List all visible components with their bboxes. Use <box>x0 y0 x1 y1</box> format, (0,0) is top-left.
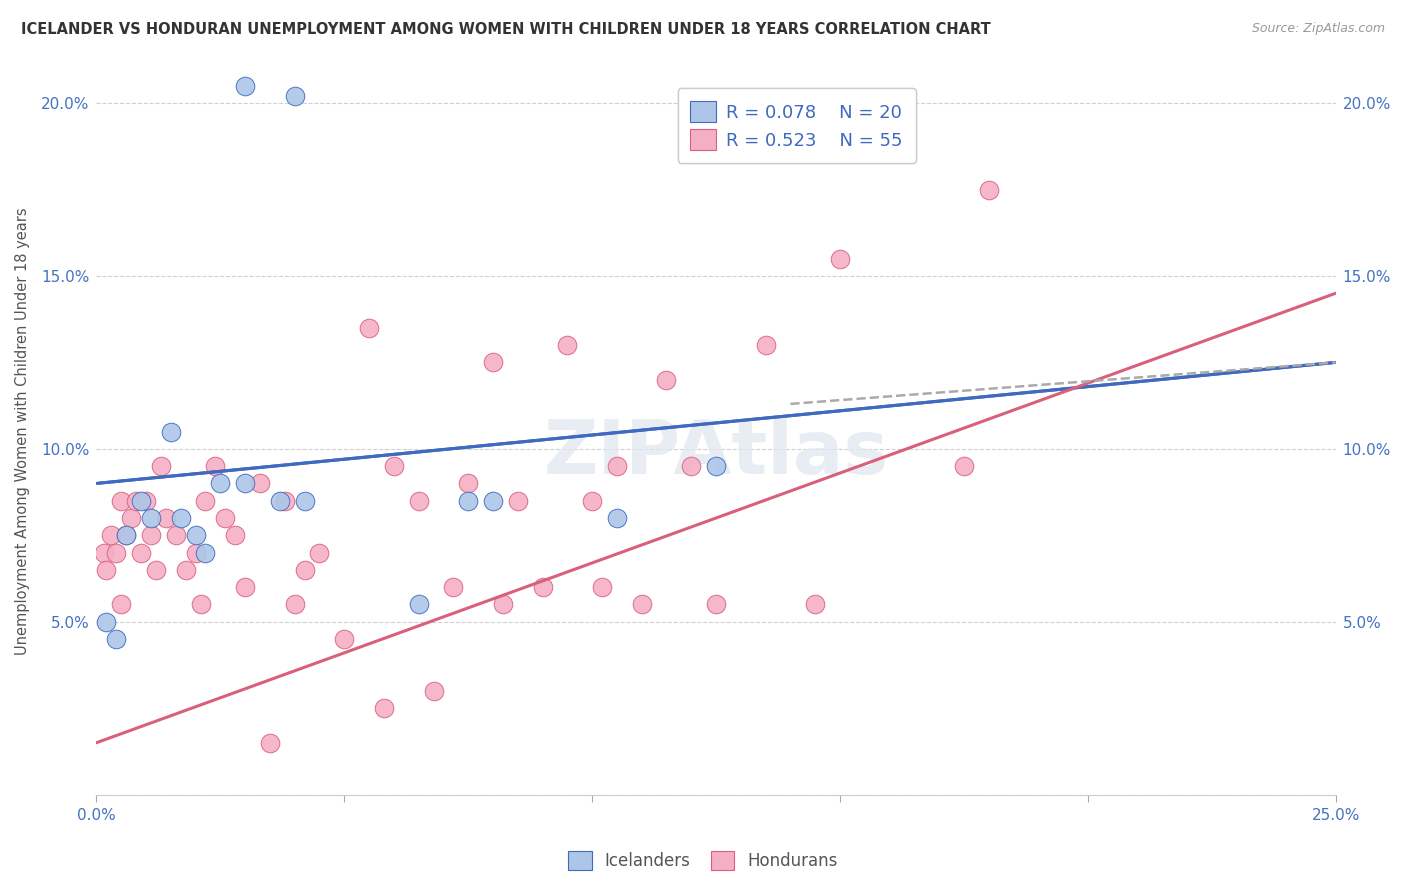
Point <box>531 580 554 594</box>
Point <box>357 321 380 335</box>
Point <box>105 545 128 559</box>
Point <box>408 598 430 612</box>
Legend: Icelanders, Hondurans: Icelanders, Hondurans <box>561 844 845 877</box>
Point <box>209 476 232 491</box>
Point <box>110 598 132 612</box>
Point <box>120 511 142 525</box>
Point <box>828 252 851 266</box>
Point <box>259 736 281 750</box>
Text: ZIPAtlas: ZIPAtlas <box>544 417 889 490</box>
Point <box>159 425 181 439</box>
Point <box>755 338 778 352</box>
Point <box>457 493 479 508</box>
Point <box>284 598 307 612</box>
Point <box>233 78 256 93</box>
Point <box>165 528 187 542</box>
Point <box>135 493 157 508</box>
Point <box>655 373 678 387</box>
Point <box>224 528 246 542</box>
Point <box>145 563 167 577</box>
Point <box>294 493 316 508</box>
Point <box>110 493 132 508</box>
Point <box>373 701 395 715</box>
Point <box>408 493 430 508</box>
Point <box>482 355 505 369</box>
Point <box>681 459 703 474</box>
Point <box>557 338 579 352</box>
Point <box>100 528 122 542</box>
Point <box>194 545 217 559</box>
Point <box>170 511 193 525</box>
Point <box>284 89 307 103</box>
Point <box>606 459 628 474</box>
Point <box>139 528 162 542</box>
Point <box>606 511 628 525</box>
Point <box>308 545 330 559</box>
Point <box>977 182 1000 196</box>
Point <box>105 632 128 646</box>
Point <box>269 493 291 508</box>
Point <box>506 493 529 508</box>
Point <box>190 598 212 612</box>
Point <box>249 476 271 491</box>
Point <box>457 476 479 491</box>
Point <box>115 528 138 542</box>
Point <box>115 528 138 542</box>
Point <box>155 511 177 525</box>
Point <box>96 563 118 577</box>
Point <box>129 545 152 559</box>
Point <box>129 493 152 508</box>
Point <box>184 528 207 542</box>
Point <box>139 511 162 525</box>
Point <box>441 580 464 594</box>
Point <box>149 459 172 474</box>
Point <box>804 598 827 612</box>
Point <box>382 459 405 474</box>
Point <box>184 545 207 559</box>
Point <box>294 563 316 577</box>
Text: Source: ZipAtlas.com: Source: ZipAtlas.com <box>1251 22 1385 36</box>
Point <box>422 684 444 698</box>
Point <box>581 493 603 508</box>
Text: ICELANDER VS HONDURAN UNEMPLOYMENT AMONG WOMEN WITH CHILDREN UNDER 18 YEARS CORR: ICELANDER VS HONDURAN UNEMPLOYMENT AMONG… <box>21 22 991 37</box>
Point <box>214 511 236 525</box>
Point <box>482 493 505 508</box>
Y-axis label: Unemployment Among Women with Children Under 18 years: Unemployment Among Women with Children U… <box>15 208 30 656</box>
Point <box>630 598 652 612</box>
Legend: R = 0.078    N = 20, R = 0.523    N = 55: R = 0.078 N = 20, R = 0.523 N = 55 <box>678 88 915 162</box>
Point <box>194 493 217 508</box>
Point <box>125 493 148 508</box>
Point <box>704 459 727 474</box>
Point <box>93 545 115 559</box>
Point <box>492 598 515 612</box>
Point <box>174 563 197 577</box>
Point <box>204 459 226 474</box>
Point <box>953 459 976 474</box>
Point <box>704 598 727 612</box>
Point <box>96 615 118 629</box>
Point <box>274 493 297 508</box>
Point <box>591 580 613 594</box>
Point <box>333 632 356 646</box>
Point <box>233 580 256 594</box>
Point <box>233 476 256 491</box>
